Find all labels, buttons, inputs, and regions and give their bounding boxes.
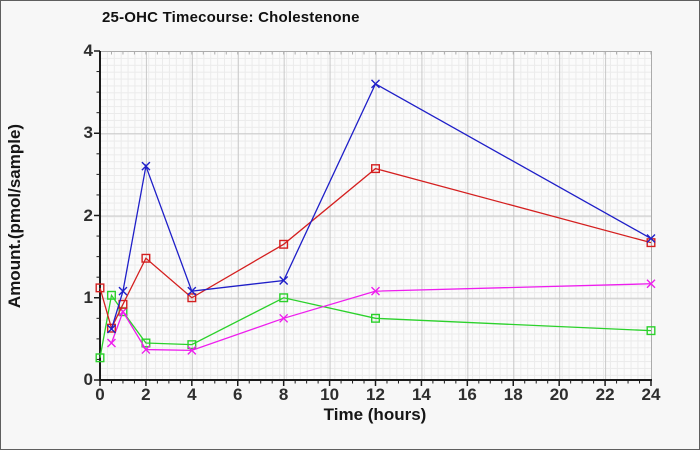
x-tick-label: 2	[141, 385, 151, 404]
series-green-marker	[95, 353, 105, 363]
y-tick-label: 1	[83, 287, 93, 307]
x-tick-label: 8	[278, 385, 289, 404]
series-red-marker	[141, 253, 151, 263]
y-tick-label: 0	[83, 370, 93, 389]
series-blue-marker	[106, 324, 116, 334]
x-tick-label: 6	[233, 385, 243, 404]
series-green-marker	[187, 340, 197, 350]
series-red-marker	[187, 293, 197, 303]
series-magenta-marker	[371, 286, 380, 296]
chart-title: 25-OHC Timecourse: Cholestenone	[102, 9, 360, 26]
series-green-marker	[371, 313, 381, 323]
series-blue-marker	[118, 286, 128, 296]
x-tick-label: 12	[366, 385, 385, 404]
x-tick-label: 14	[411, 385, 431, 404]
x-tick-label: 18	[503, 385, 523, 404]
series-red-marker	[106, 323, 116, 333]
y-axis-tick-labels: 0 1 2 3 4	[59, 1, 93, 449]
x-tick-label: 4	[187, 385, 197, 404]
series-blue-marker	[141, 161, 151, 171]
y-tick-label: 4	[83, 41, 93, 60]
x-tick-label: 24	[641, 385, 661, 404]
x-tick-label: 22	[595, 385, 615, 404]
series-magenta-marker	[279, 313, 289, 323]
x-tick-label: 20	[549, 385, 569, 404]
series-blue-marker	[187, 286, 197, 296]
series-magenta-marker	[187, 345, 197, 355]
series-magenta-marker	[106, 338, 116, 348]
series-red-marker	[371, 164, 381, 174]
series-red-marker	[279, 239, 289, 249]
series-magenta-marker	[646, 279, 656, 289]
y-tick-label: 2	[83, 205, 93, 225]
y-axis-label: Amount.(pmol/sample)	[5, 123, 24, 309]
y-tick-label: 3	[83, 123, 93, 143]
series-blue-marker	[371, 79, 380, 89]
series-red-marker	[95, 283, 105, 293]
x-axis-tick-labels: 0 2 4 6 8 10 12 14 16 18 20 22 24	[1, 385, 699, 407]
series-green-line	[99, 293, 652, 358]
x-axis-label: Time (hours)	[323, 405, 427, 424]
x-tick-label: 16	[457, 385, 477, 404]
series-green-marker	[646, 326, 656, 336]
x-tick-label: 10	[320, 385, 340, 404]
series-blue-marker	[646, 234, 656, 244]
x-tick-label: 0	[95, 385, 105, 404]
series-green-marker	[106, 290, 116, 300]
series-green-marker	[279, 293, 289, 303]
series-blue-marker	[279, 275, 289, 285]
series-magenta-marker	[141, 345, 151, 355]
